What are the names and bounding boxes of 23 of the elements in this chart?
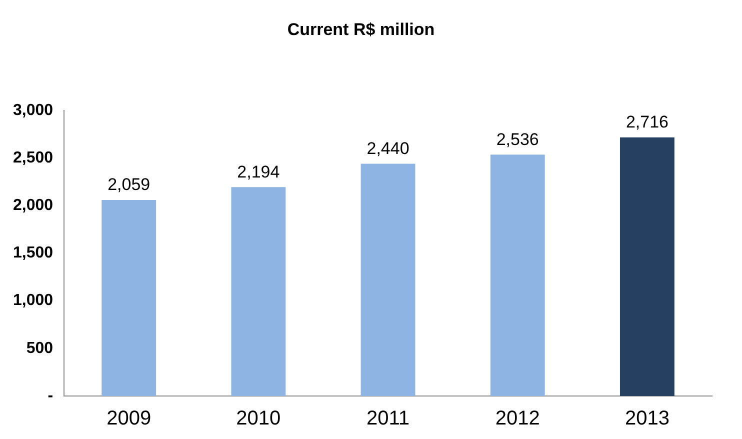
bar (620, 137, 674, 396)
x-tick-label: 2010 (236, 408, 281, 430)
bar (231, 187, 286, 396)
bar (490, 154, 545, 396)
y-tick-label: - (48, 387, 54, 404)
y-tick-label: 1,000 (12, 292, 54, 310)
x-tick-label: 2009 (106, 408, 152, 430)
data-label: 2,194 (237, 162, 280, 182)
y-tick-label: 500 (26, 340, 54, 357)
bar (102, 200, 156, 396)
y-tick-label: 2,000 (12, 197, 54, 214)
x-tick-label: 2012 (495, 408, 540, 430)
y-tick-label: 3,000 (12, 102, 54, 119)
y-tick-label: 1,500 (12, 244, 54, 262)
bar (360, 164, 416, 396)
data-label: 2,536 (496, 130, 539, 149)
x-tick-label: 2011 (366, 408, 410, 430)
data-label: 2,716 (626, 112, 668, 132)
x-tick-label: 2013 (624, 408, 670, 430)
y-tick-label: 2,500 (12, 149, 54, 166)
data-label: 2,440 (366, 138, 410, 158)
chart-title: Current R$ million (287, 20, 435, 39)
data-label: 2,059 (108, 175, 150, 194)
